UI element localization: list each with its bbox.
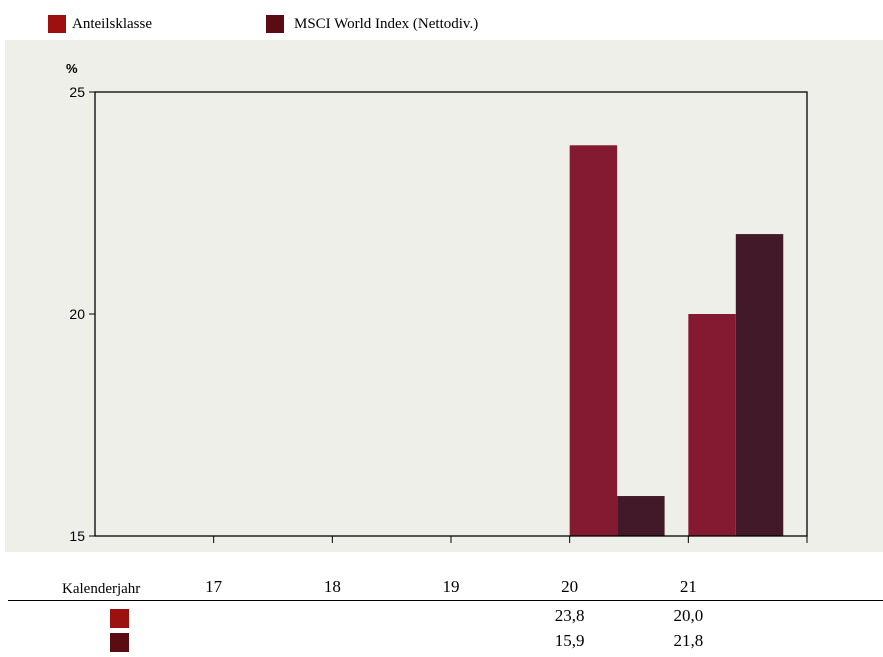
table-rule — [8, 600, 883, 601]
category-label-20: 20 — [561, 577, 579, 596]
value-anteilsklasse-21: 20,0 — [673, 606, 704, 625]
value-anteilsklasse-20: 23,8 — [554, 606, 585, 625]
category-label-17: 17 — [205, 577, 223, 596]
bar-msci-21 — [735, 234, 784, 536]
table-swatch-anteilsklasse — [110, 609, 129, 628]
bar-msci-20 — [617, 496, 665, 536]
bar-anteilsklasse-21 — [688, 314, 736, 536]
value-msci-20: 15,9 — [554, 631, 585, 650]
y-tick-label-20: 20 — [69, 306, 85, 322]
category-label-18: 18 — [323, 577, 341, 596]
y-tick-label-15: 15 — [69, 528, 85, 544]
axes: 15 20 25 — [69, 84, 808, 544]
category-label-19: 19 — [442, 577, 460, 596]
table-swatch-msci — [110, 633, 129, 652]
bar-anteilsklasse-20 — [569, 145, 618, 536]
legend-swatch-msci — [266, 15, 284, 33]
table-x-label: Kalenderjahr — [62, 581, 141, 597]
value-msci-21: 21,8 — [673, 631, 704, 650]
legend-label-msci: MSCI World Index (Nettodiv.) — [294, 16, 479, 32]
legend-label-anteilsklasse: Anteilsklasse — [72, 16, 152, 32]
bar-chart: % 15 20 25 — [5, 40, 883, 552]
legend-swatch-anteilsklasse — [48, 15, 66, 33]
y-axis-label: % — [66, 61, 78, 76]
y-tick-label-25: 25 — [69, 84, 85, 100]
category-label-21: 21 — [679, 577, 697, 596]
bars — [569, 145, 784, 536]
